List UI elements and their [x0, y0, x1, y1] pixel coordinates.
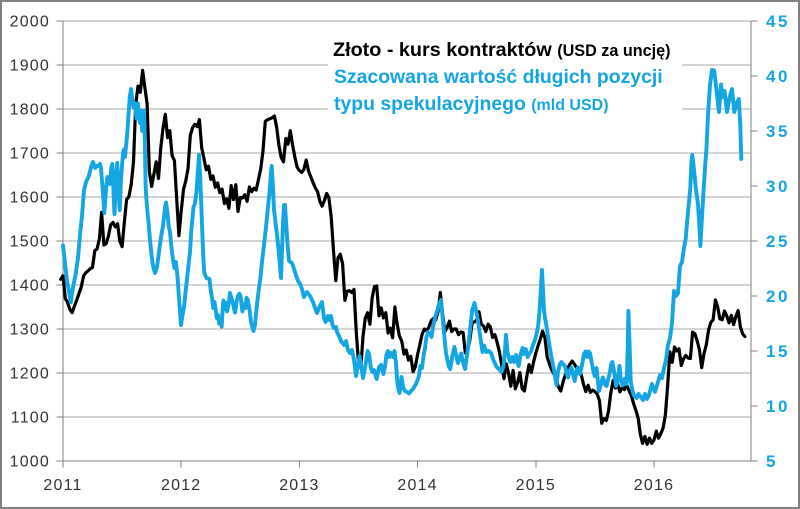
svg-text:Złoto - kurs kontraktów (USD z: Złoto - kurs kontraktów (USD za uncję) [333, 39, 671, 61]
svg-text:20: 20 [766, 287, 790, 306]
svg-text:25: 25 [766, 232, 790, 251]
svg-text:typu spekulacyjnego (mld USD): typu spekulacyjnego (mld USD) [334, 93, 609, 115]
svg-text:40: 40 [766, 67, 790, 86]
svg-text:1900: 1900 [10, 58, 50, 75]
svg-text:1400: 1400 [10, 278, 50, 295]
svg-text:1000: 1000 [10, 454, 50, 471]
svg-text:1100: 1100 [11, 410, 50, 427]
svg-text:1700: 1700 [10, 146, 50, 163]
svg-text:2000: 2000 [10, 14, 50, 31]
svg-text:2011: 2011 [43, 477, 82, 494]
svg-text:15: 15 [766, 342, 790, 361]
svg-text:10: 10 [766, 397, 790, 416]
svg-text:45: 45 [766, 12, 790, 31]
svg-text:2016: 2016 [634, 477, 674, 494]
svg-text:Szacowana wartość długich pozy: Szacowana wartość długich pozycji [334, 66, 663, 88]
svg-text:2014: 2014 [397, 477, 437, 494]
svg-text:35: 35 [766, 122, 790, 141]
svg-text:1200: 1200 [10, 366, 50, 383]
svg-text:1800: 1800 [10, 102, 50, 119]
svg-text:1600: 1600 [10, 190, 50, 207]
svg-text:30: 30 [766, 177, 790, 196]
svg-text:1300: 1300 [10, 322, 50, 339]
svg-text:2013: 2013 [279, 477, 319, 494]
svg-text:1500: 1500 [10, 234, 50, 251]
svg-text:5: 5 [766, 452, 778, 471]
svg-text:2015: 2015 [516, 477, 556, 494]
svg-text:2012: 2012 [161, 477, 201, 494]
